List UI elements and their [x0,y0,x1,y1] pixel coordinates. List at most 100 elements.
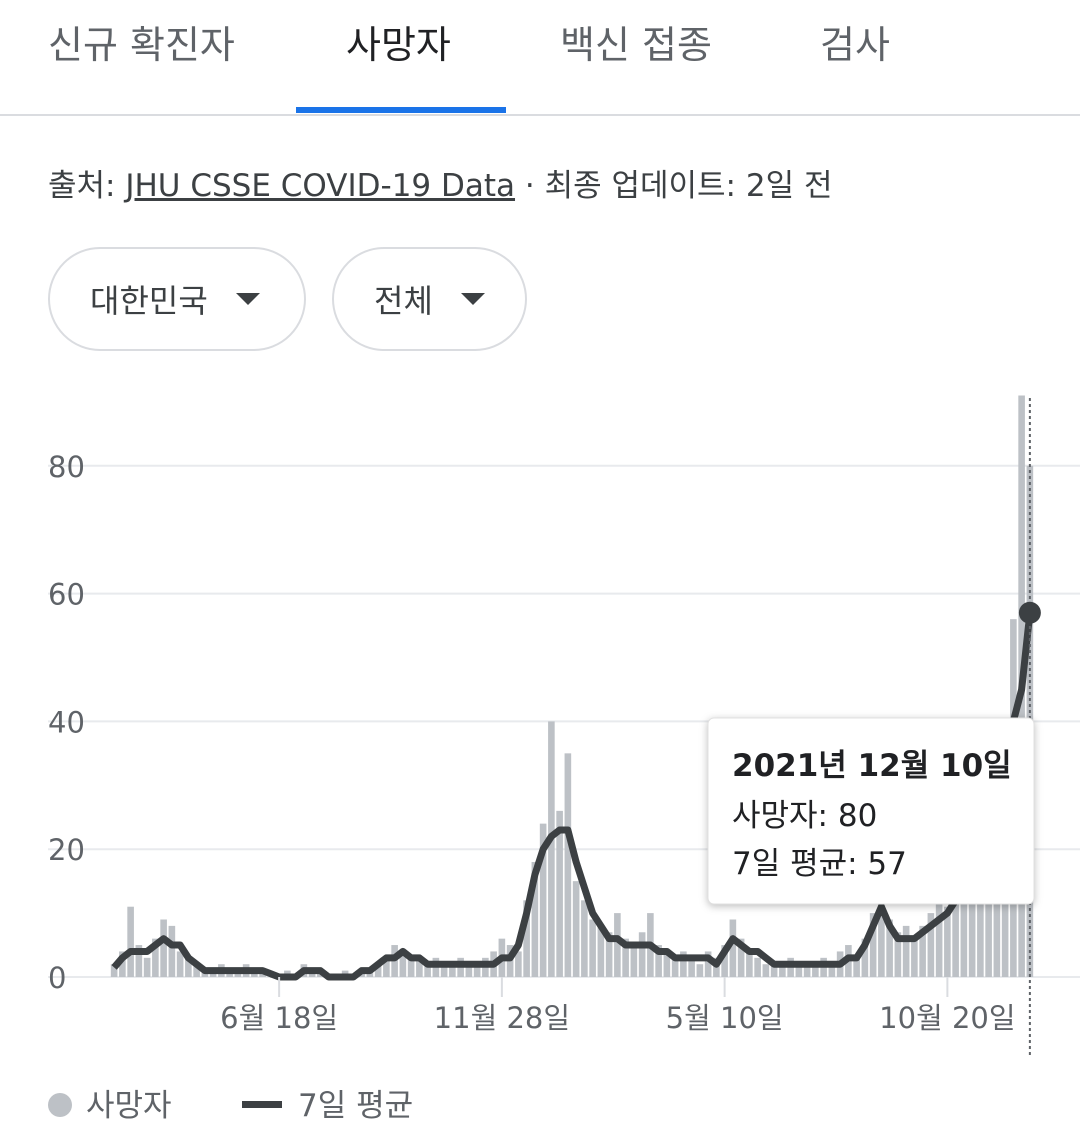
dropdown-label: 전체 [374,282,433,320]
bar [721,945,728,977]
bar [160,919,167,977]
bar [638,932,646,977]
tab[interactable]: 신규 확진자 [48,23,235,67]
bar [531,861,539,977]
dropdown[interactable]: 대한민국 [48,247,306,351]
bar [754,957,761,977]
dropdown-label: 대한민국 [90,282,208,320]
bar [737,938,745,977]
bar [135,945,143,977]
bar [861,938,869,977]
y-tick-label: 60 [48,578,85,612]
bar [696,964,704,977]
bar [572,881,580,977]
bar [630,945,638,977]
legend-swatch [48,1093,72,1117]
bar [795,964,803,977]
dropdown-arrow [235,293,260,305]
bar [688,957,695,977]
bar [977,836,984,977]
bar [589,919,596,977]
divider [0,114,1080,116]
legend-swatch [242,1101,282,1108]
tab-indicator [296,107,506,113]
bar [919,925,926,977]
bar [383,957,390,977]
source-link[interactable]: JHU CSSE COVID-19 Data [125,168,516,204]
tooltip-title: 2021년 12월 10일 [732,748,1012,784]
bar [168,925,176,977]
bar [770,964,778,977]
bar [853,957,860,977]
bar [424,964,431,977]
bar [185,957,192,977]
bar [440,964,448,977]
dropdown-arrow [460,293,485,305]
bar [127,906,134,977]
tab[interactable]: 검사 [820,23,890,67]
legend-label: 사망자 [86,1088,172,1124]
bar [597,925,605,977]
bar [614,913,621,977]
bar [515,951,522,977]
bar [416,957,423,977]
bar [746,951,753,977]
average-line [111,612,1034,981]
legend-label: 7일 평균 [298,1088,413,1124]
y-tick-label: 40 [48,705,85,739]
bar [944,906,951,977]
bar [803,964,811,977]
bar [869,913,877,977]
bar [539,823,547,977]
bar [911,938,918,977]
dropdown[interactable]: 전체 [332,247,527,351]
bar [407,957,415,977]
y-tick-label: 80 [48,450,85,484]
bar [779,964,786,977]
bar [704,951,712,977]
source-line: 출처: JHU CSSE COVID-19 Data · 최종 업데이트: 2일… [48,160,832,205]
bar [465,964,473,977]
bar [564,753,572,977]
tab-active[interactable]: 사망자 [346,23,451,67]
bar [960,874,968,977]
x-tick-label: 10월 20일 [879,1001,1015,1035]
bar [152,938,159,977]
bar [812,964,819,977]
bar [935,900,943,977]
bar [729,919,737,977]
bar [548,721,555,977]
bar [605,932,613,977]
bar [894,932,902,977]
bar [143,957,151,977]
bar [886,919,893,977]
bar [449,964,456,977]
bar [902,925,910,977]
bar [399,951,407,977]
bar [374,964,382,977]
source-label: 출처: [48,168,116,204]
bar [581,900,588,977]
bar [762,964,770,977]
x-tick-label: 6월 18일 [220,1001,338,1035]
y-tick-label: 0 [48,961,66,995]
cursor-dot [1018,601,1041,624]
bar [110,964,118,977]
bar [680,951,687,977]
bar [671,957,679,977]
bar [119,951,126,977]
tooltip-box [707,717,1035,905]
bar [663,951,671,977]
x-tick-label: 5월 10일 [666,1001,784,1035]
bar [828,964,836,977]
tab[interactable]: 백신 접종 [560,23,712,67]
bar [473,964,481,977]
tooltip-line: 7일 평균: 57 [732,846,907,882]
bar [878,887,885,977]
bar [556,810,563,977]
updated: · 최종 업데이트: 2일 전 [524,168,833,204]
bar [193,964,200,977]
tooltip-line: 사망자: 80 [732,798,877,834]
